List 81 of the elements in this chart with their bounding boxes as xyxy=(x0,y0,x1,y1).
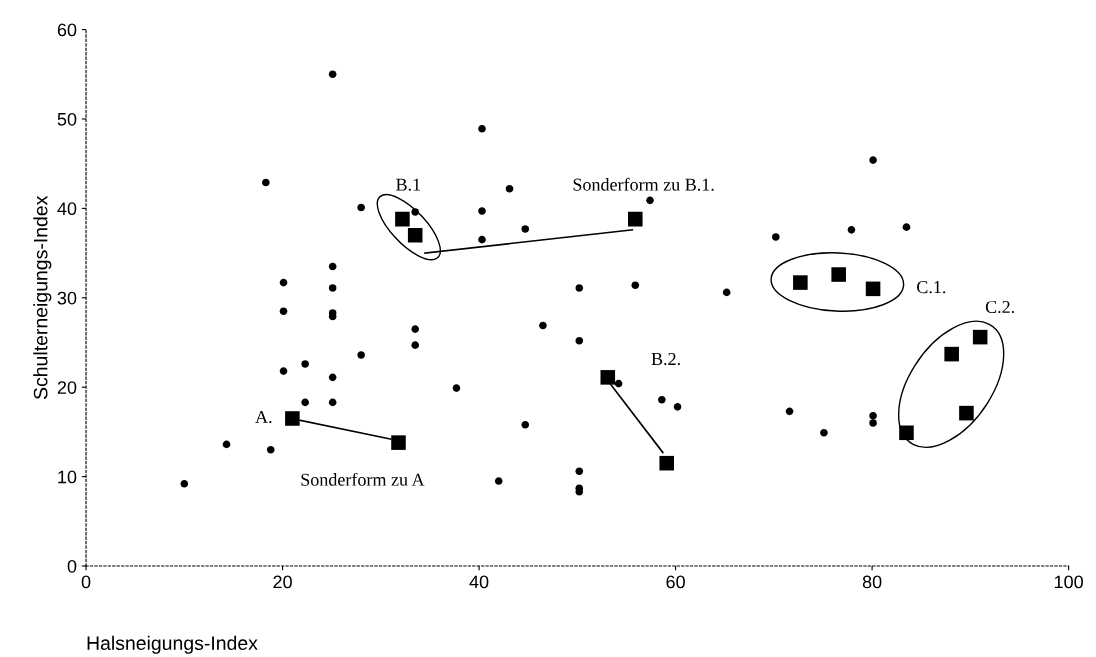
annotation: Sonderform zu B.1. xyxy=(573,177,714,191)
point xyxy=(301,398,309,407)
y-tick-label: 60 xyxy=(57,23,77,37)
x-tick-label: 100 xyxy=(1054,575,1083,589)
point xyxy=(505,184,514,193)
point xyxy=(478,235,486,244)
x-tick-label: 60 xyxy=(666,575,685,589)
point xyxy=(847,226,856,234)
annotation: A. xyxy=(255,410,272,424)
x-axis-title: Halsneigungs-Index xyxy=(87,635,258,654)
point xyxy=(869,419,877,427)
point xyxy=(279,278,288,287)
point xyxy=(614,379,623,388)
point xyxy=(673,403,682,411)
point xyxy=(722,288,731,297)
point xyxy=(659,455,675,471)
point xyxy=(222,440,231,449)
point xyxy=(575,467,584,476)
annotation: C.1. xyxy=(917,281,946,294)
annotation: B.2. xyxy=(651,352,680,366)
point xyxy=(972,329,988,345)
point xyxy=(391,435,406,450)
point xyxy=(865,281,881,297)
point xyxy=(944,346,959,362)
point xyxy=(478,125,486,133)
y-tick-label: 50 xyxy=(57,112,77,126)
point xyxy=(411,208,419,216)
point xyxy=(793,275,808,290)
point xyxy=(899,425,914,441)
point xyxy=(831,267,846,282)
point xyxy=(646,196,654,205)
x-tick-label: 40 xyxy=(469,575,489,589)
point xyxy=(575,336,584,345)
point xyxy=(395,211,410,227)
point xyxy=(328,262,337,271)
point xyxy=(521,420,530,429)
point xyxy=(301,360,309,368)
point xyxy=(494,477,503,485)
point xyxy=(411,341,419,349)
point xyxy=(328,373,337,382)
point xyxy=(452,384,461,392)
point xyxy=(539,321,547,330)
point xyxy=(285,411,300,426)
y-axis-title: Schulterneigungs-Index xyxy=(33,195,52,400)
point xyxy=(959,405,974,421)
point xyxy=(279,307,288,315)
y-tick-label: 20 xyxy=(57,381,77,394)
x-tick-label: 80 xyxy=(862,575,882,589)
point xyxy=(658,395,666,404)
point xyxy=(407,227,423,243)
point xyxy=(785,407,794,416)
y-tick-label: 0 xyxy=(67,559,77,573)
y-tick-label: 10 xyxy=(58,470,77,484)
point xyxy=(328,70,337,79)
annotation: B.1 xyxy=(396,178,421,191)
annotation: Sonderform zu A xyxy=(301,472,425,486)
point xyxy=(411,325,419,333)
point xyxy=(328,284,337,292)
point xyxy=(521,225,530,233)
point xyxy=(180,479,189,488)
y-tick-label: 30 xyxy=(57,291,77,305)
point xyxy=(478,207,486,215)
point xyxy=(628,211,643,227)
point xyxy=(869,156,877,164)
point xyxy=(771,233,780,241)
point xyxy=(266,445,275,454)
point xyxy=(357,203,365,212)
x-tick-label: 20 xyxy=(273,575,292,589)
point xyxy=(279,367,288,375)
point xyxy=(600,370,616,385)
point xyxy=(575,284,584,292)
annotation: C.2. xyxy=(985,300,1014,314)
point xyxy=(631,281,640,290)
point xyxy=(357,351,365,359)
point xyxy=(262,178,270,187)
point xyxy=(869,412,877,420)
x-tick-label: 0 xyxy=(81,575,91,589)
y-tick-label: 40 xyxy=(57,202,77,216)
point xyxy=(902,223,911,231)
point xyxy=(328,398,337,407)
point xyxy=(820,428,828,437)
